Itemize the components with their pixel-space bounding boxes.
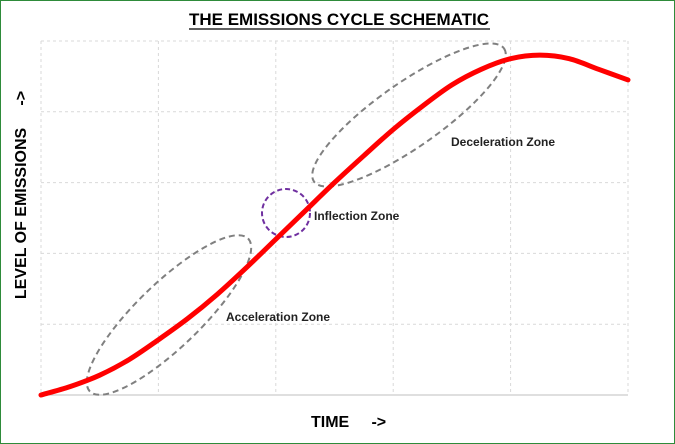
acceleration-zone-label: Acceleration Zone xyxy=(226,310,330,324)
y-axis-label: LEVEL OF EMISSIONS -> xyxy=(13,91,30,299)
inflection-zone-label: Inflection Zone xyxy=(314,209,400,223)
emissions-curve xyxy=(38,52,631,398)
acceleration-zone-ellipse xyxy=(85,234,253,396)
chart-title: THE EMISSIONS CYCLE SCHEMATIC xyxy=(189,10,489,29)
x-axis-label: TIME -> xyxy=(311,414,386,431)
deceleration-zone-ellipse xyxy=(311,42,507,188)
gridlines xyxy=(40,40,629,396)
deceleration-zone-label: Deceleration Zone xyxy=(451,135,555,149)
inflection-zone-circle xyxy=(261,188,311,238)
annotations xyxy=(85,42,507,396)
